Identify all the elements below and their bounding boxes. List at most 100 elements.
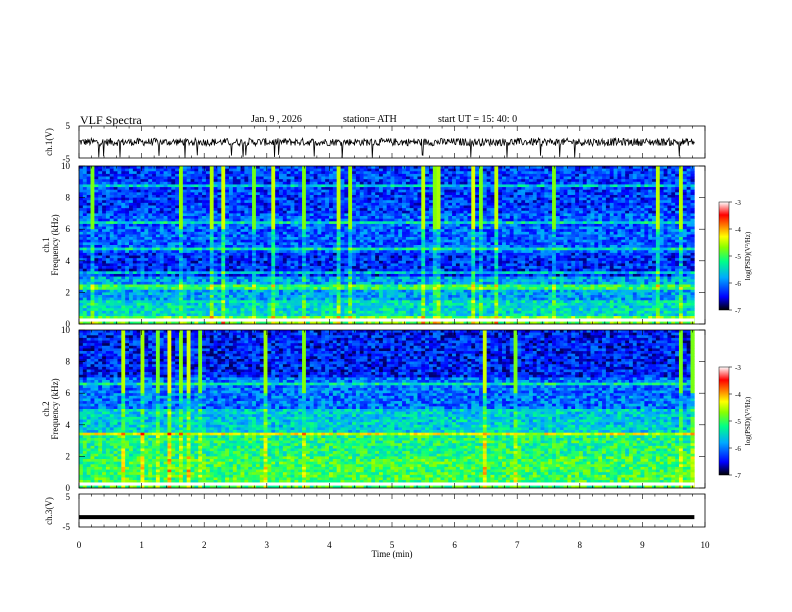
spectrogram-cell	[136, 179, 141, 183]
spectrogram-cell	[640, 197, 645, 201]
spectrogram-cell	[498, 213, 503, 217]
spectrogram-cell	[340, 221, 345, 225]
spectrogram-cell	[455, 200, 461, 204]
spectrogram-cell	[202, 192, 207, 196]
spectrogram-cell	[113, 179, 118, 183]
spectrogram-cell	[617, 218, 622, 222]
spectrogram-cell	[513, 173, 518, 177]
spectrogram-cell	[117, 197, 122, 201]
spectrogram-cell	[575, 173, 580, 177]
spectrogram-cell	[259, 242, 264, 246]
spectrogram-cell	[567, 226, 572, 230]
spectrogram-cell	[86, 216, 91, 219]
spectrogram-cell	[548, 210, 553, 214]
spectrogram-cell	[202, 194, 207, 198]
spectrogram-cell	[482, 205, 487, 209]
spectrogram-cell	[632, 231, 637, 235]
spectrogram-cell	[632, 229, 637, 233]
spectrogram-cell	[655, 213, 661, 217]
spectrogram-cell	[171, 205, 176, 209]
spectrogram-cell	[348, 210, 353, 214]
spectrogram-cell	[382, 229, 387, 233]
spectrogram-cell	[363, 200, 368, 204]
spectrogram-cell	[386, 189, 391, 193]
spectrogram-cell	[386, 216, 391, 219]
spectrogram-cell	[625, 184, 630, 188]
spectrogram-cell	[494, 229, 499, 233]
spectrogram-cell	[236, 239, 241, 243]
spectrogram-cell	[205, 242, 211, 246]
spectrogram-cell	[409, 216, 414, 219]
spectrogram-cell	[179, 202, 184, 206]
spectrogram-cell	[278, 189, 284, 193]
spectrogram-cell	[175, 229, 180, 233]
spectrogram-cell	[648, 189, 653, 193]
spectrogram-cell	[102, 208, 107, 212]
spectrogram-cell	[463, 231, 468, 235]
spectrogram-cell	[90, 202, 95, 206]
spectrogram-cell	[625, 210, 630, 214]
spectrogram-cell	[640, 184, 645, 188]
spectrogram-cell	[305, 221, 311, 225]
spectrogram-cell	[259, 179, 264, 183]
spectrogram-cell	[536, 223, 541, 227]
spectrogram-cell	[148, 202, 153, 206]
spectrogram-cell	[575, 187, 580, 190]
spectrogram-cell	[402, 173, 407, 177]
spectrogram-cell	[236, 166, 241, 169]
spectrogram-cell	[336, 200, 341, 204]
spectrogram-cell	[375, 226, 380, 230]
spectrogram-cell	[332, 176, 337, 180]
spectrogram-cell	[267, 239, 272, 243]
spectrogram-cell	[432, 173, 437, 177]
spectrogram-cell	[578, 208, 584, 212]
spectrogram-cell	[505, 237, 511, 241]
spectrogram-cell	[202, 242, 207, 246]
spectrogram-cell	[102, 218, 107, 222]
spectrogram-cell	[625, 229, 630, 233]
spectrogram-cell	[405, 239, 411, 243]
spectrogram-cell	[232, 197, 237, 201]
spectrogram-cell	[309, 216, 314, 219]
spectrogram-cell	[571, 176, 576, 180]
spectrogram-cell	[478, 189, 484, 193]
spectrogram-cell	[136, 176, 141, 180]
spectrogram-cell	[598, 210, 603, 214]
spectrogram-cell	[678, 239, 684, 243]
spectrogram-cell	[186, 181, 191, 185]
spectrogram-cell	[209, 187, 214, 190]
spectrogram-cell	[402, 179, 407, 183]
spectrogram-cell	[486, 194, 491, 198]
spectrogram-cell	[502, 237, 507, 241]
spectrogram-cell	[548, 208, 553, 212]
spectrogram-cell	[259, 226, 264, 230]
spectrogram-cell	[282, 166, 287, 169]
spectrogram-cell	[478, 213, 484, 217]
spectrogram-cell	[559, 187, 564, 190]
spectrogram-cell	[221, 216, 226, 219]
spectrogram-cell	[198, 176, 203, 180]
spectrogram-cell	[236, 213, 241, 217]
spectrogram-cell	[421, 168, 426, 172]
spectrogram-cell	[636, 187, 641, 190]
spectrogram-cell	[452, 202, 457, 206]
spectrogram-cell	[459, 239, 464, 243]
spectrogram-cell	[655, 179, 661, 183]
spectrogram-cell	[121, 184, 126, 188]
spectrogram-cell	[436, 179, 441, 183]
spectrogram-cell	[236, 189, 241, 193]
spectrogram-cell	[663, 197, 668, 201]
spectrogram-cell	[136, 210, 141, 214]
spectrogram-cell	[90, 229, 95, 233]
spectrogram-cell	[194, 171, 199, 175]
spectrogram-cell	[390, 184, 395, 188]
spectrogram-cell	[425, 171, 430, 175]
spectrogram-cell	[344, 166, 349, 169]
spectrogram-cell	[471, 210, 476, 214]
spectrogram-cell	[505, 239, 511, 243]
spectrogram-cell	[652, 242, 657, 246]
spectrogram-cell	[317, 171, 322, 175]
spectrogram-cell	[513, 179, 518, 183]
spectrogram-cell	[636, 213, 641, 217]
spectrogram-cell	[582, 221, 587, 225]
